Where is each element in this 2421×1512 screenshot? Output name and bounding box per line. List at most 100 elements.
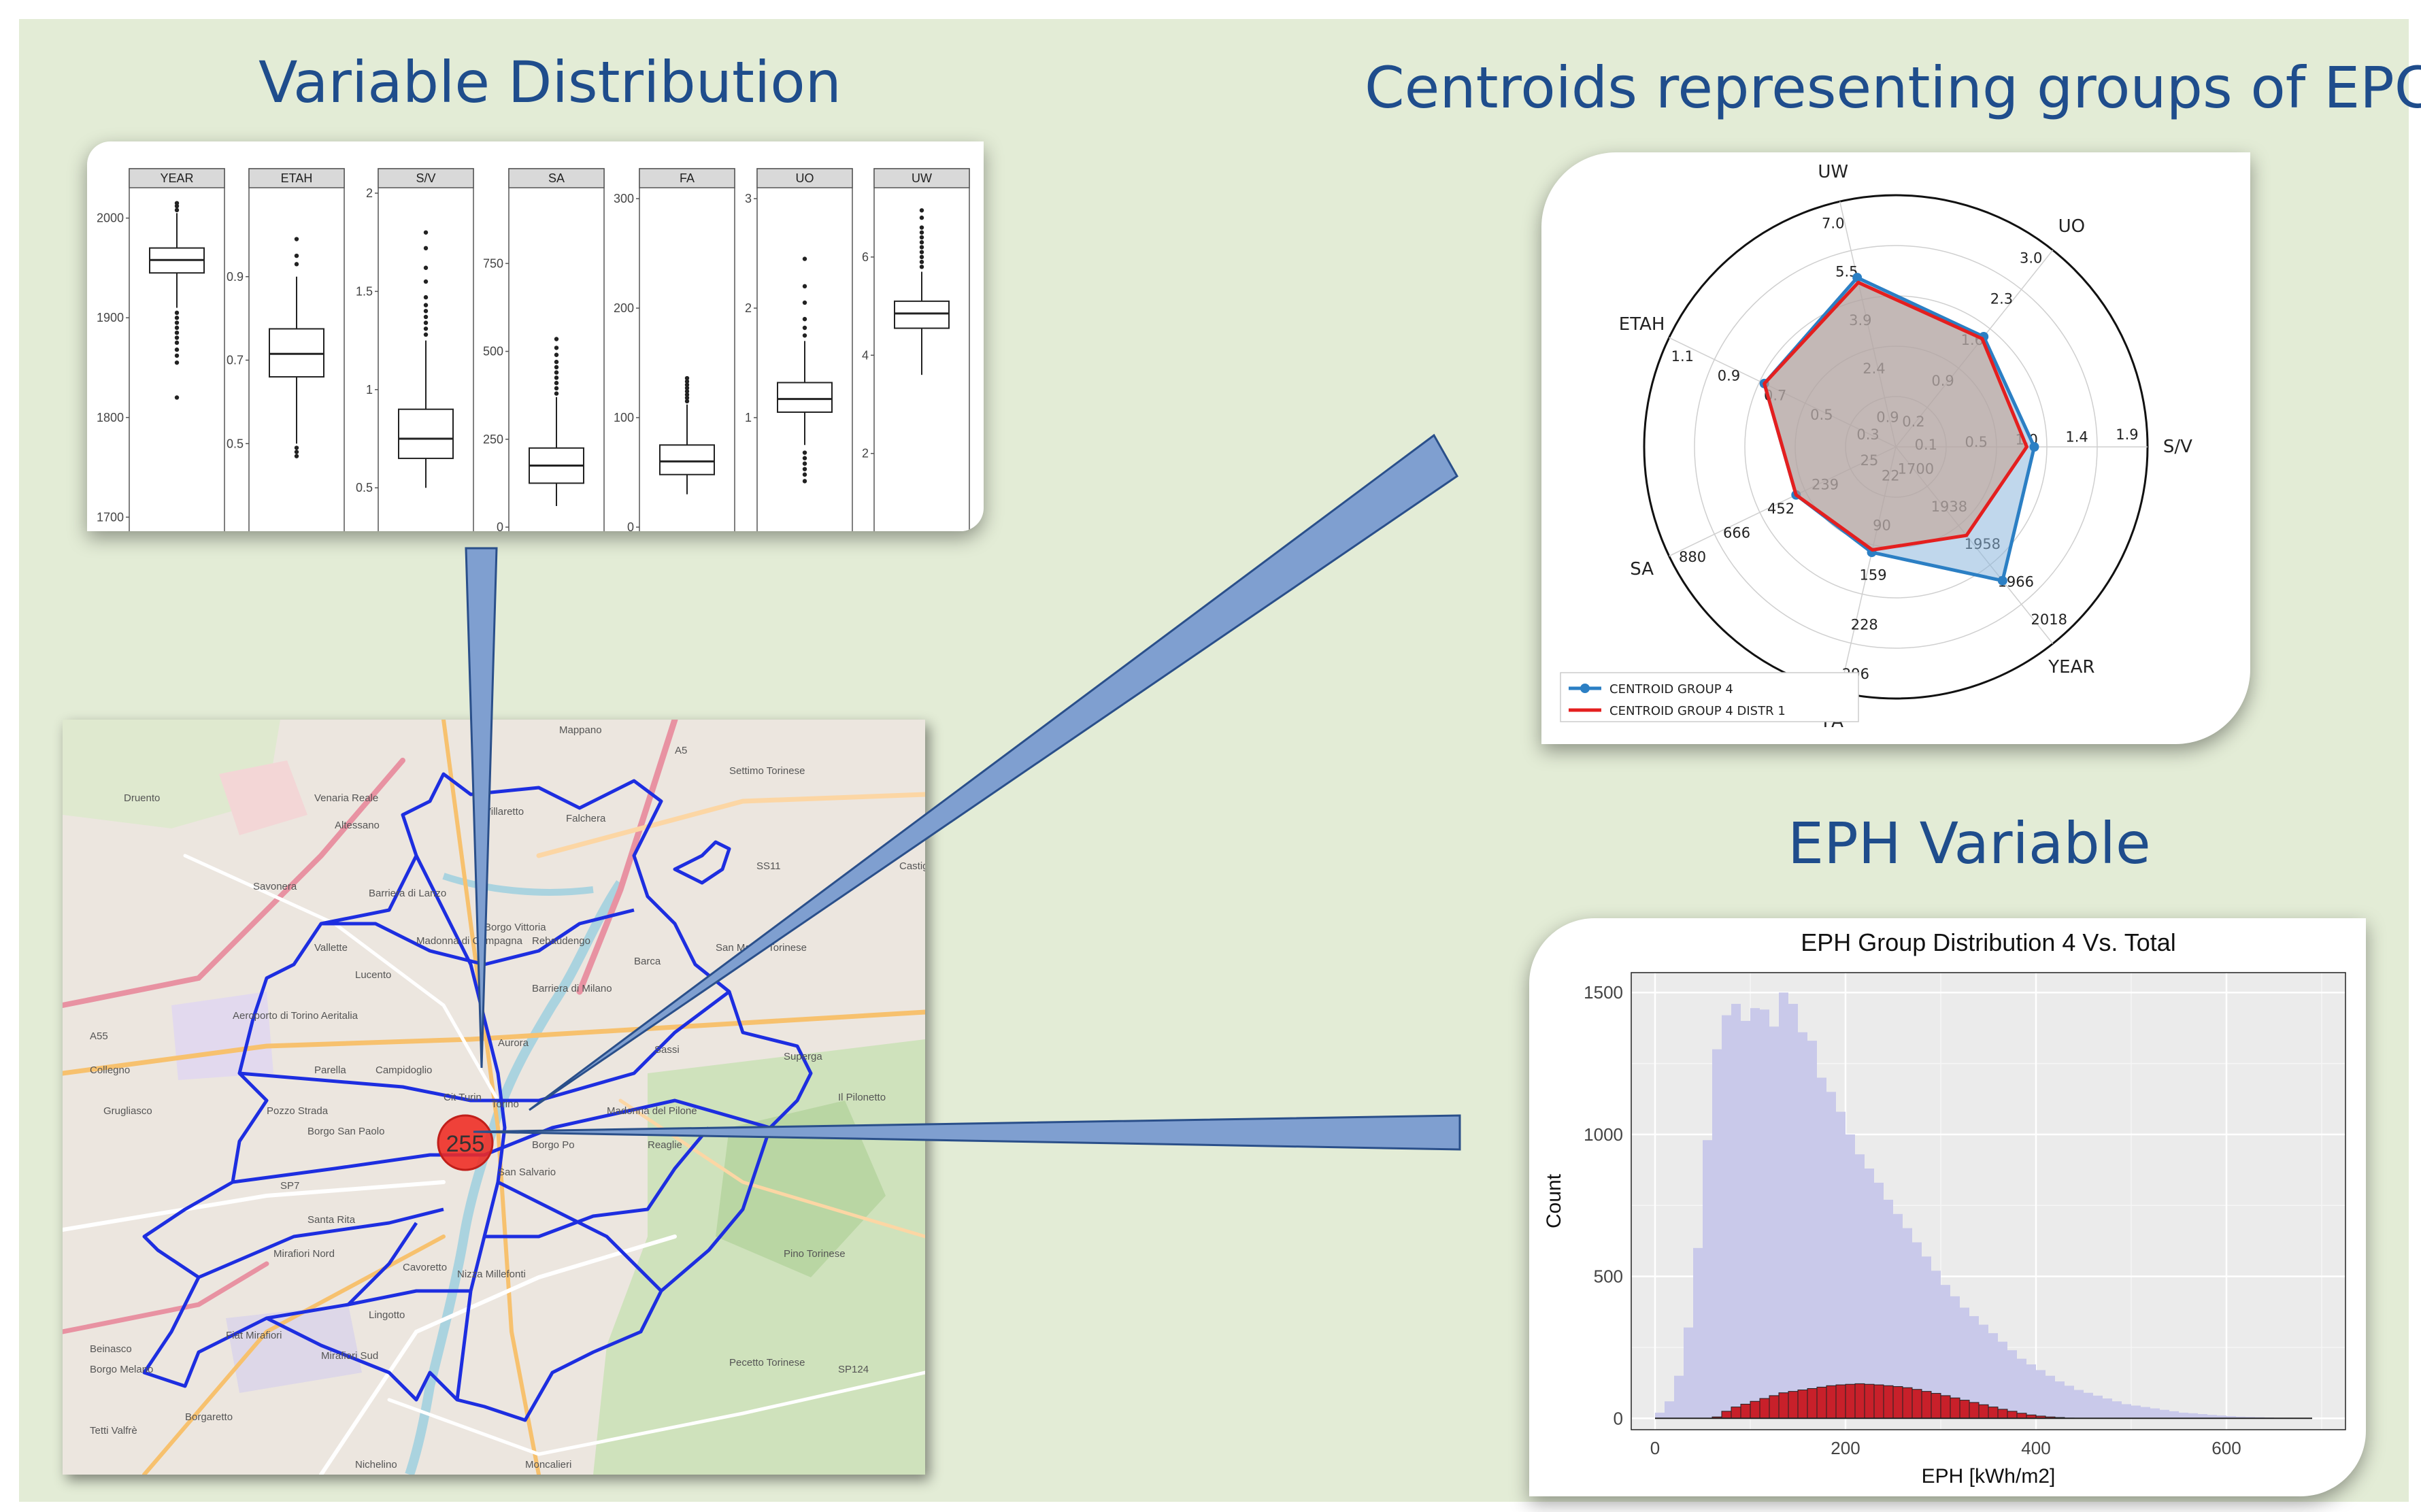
y-tick-label: 0: [1614, 1408, 1623, 1428]
beam-to-radar: [529, 433, 1458, 1111]
outlier-point: [554, 391, 559, 396]
total-bar: [1922, 1256, 1931, 1419]
total-bar: [2131, 1405, 2141, 1419]
cluster-marker[interactable]: [437, 1114, 494, 1171]
outlier-point: [684, 395, 690, 401]
map-place-labels: Mappano Settimo Torinese Venaria Reale Drue…: [90, 724, 925, 1471]
outlier-point: [554, 359, 559, 365]
outlier-point: [802, 456, 807, 460]
x-tick-label: 0: [1650, 1438, 1660, 1458]
outlier-point: [174, 330, 180, 335]
radar-tick-label: 0.9: [1718, 368, 1740, 384]
total-bar: [1903, 1228, 1912, 1419]
centroids-title: Centroids representing groups of EPCs: [1365, 54, 2421, 121]
outlier-point: [554, 370, 559, 375]
boxplot-panel: YEAR 1700 1800 1900 2000: [97, 168, 225, 531]
map-place-label: Madonna del Pilone: [607, 1105, 697, 1117]
y-tick-label: 0.5: [356, 481, 373, 494]
total-bar: [1950, 1296, 1960, 1419]
outlier-point: [174, 360, 180, 365]
outlier-point: [802, 467, 807, 471]
total-bar: [1988, 1333, 1998, 1419]
total-bar: [2007, 1350, 2017, 1419]
map-place-label: A5: [675, 745, 687, 756]
panel-strip-label: ETAH: [281, 171, 313, 185]
panel-strip-label: UW: [912, 171, 932, 185]
map-place-label: Pecetto Torinese: [729, 1357, 805, 1368]
radar-tick-label: 1.9: [2116, 426, 2138, 443]
outlier-point: [684, 399, 690, 404]
map-place-label: Borgo San Paolo: [307, 1126, 384, 1137]
total-bar: [1979, 1324, 1988, 1419]
panel-strip: [129, 168, 225, 188]
centroid-point: [1997, 575, 2007, 586]
radar-axis-label: YEAR: [2048, 657, 2094, 677]
total-bar: [1884, 1199, 1893, 1419]
total-bar: [1865, 1169, 1874, 1419]
map-canvas[interactable]: Mappano Settimo Torinese Venaria Reale Drue…: [63, 720, 925, 1475]
radar-chart: 0.10.51.01.41.9S/V0.20.91.62.33.0UO0.92.…: [1560, 162, 2192, 732]
map-place-label: Collegno: [90, 1064, 130, 1076]
radar-tick-label: 1.4: [2065, 429, 2088, 446]
total-bar: [2084, 1392, 2093, 1419]
map-place-label: Torino: [491, 1098, 519, 1110]
y-tick-label: 1700: [97, 510, 124, 524]
outlier-point: [294, 262, 299, 267]
outlier-point: [684, 382, 690, 387]
centroid-point: [1852, 273, 1863, 283]
outlier-point: [919, 215, 924, 220]
outlier-point: [294, 237, 299, 241]
outlier-point: [919, 250, 924, 254]
outlier-point: [802, 333, 807, 338]
map-place-label: Grugliasco: [103, 1105, 152, 1117]
outlier-point: [802, 450, 807, 455]
outlier-point: [174, 347, 180, 352]
torino-map[interactable]: Mappano Settimo Torinese Venaria Reale Drue…: [63, 720, 925, 1475]
total-bar: [1969, 1316, 1979, 1419]
outlier-point: [174, 340, 180, 346]
total-bar: [2026, 1364, 2036, 1419]
map-place-label: Mirafiori Sud: [321, 1350, 378, 1362]
boxplot-panel: SA 0 250 500 750: [483, 168, 605, 531]
y-tick-label: 500: [483, 345, 503, 358]
outlier-point: [174, 316, 180, 320]
total-bar: [2055, 1381, 2065, 1419]
outlier-point: [423, 246, 429, 251]
total-bar: [2150, 1408, 2160, 1419]
y-tick-label: 2: [862, 447, 869, 460]
total-bar: [1931, 1271, 1941, 1419]
outlier-point: [423, 230, 429, 235]
outlier-point: [802, 461, 807, 466]
map-place-label: Cavoretto: [403, 1262, 447, 1273]
y-tick-label: 300: [614, 192, 634, 205]
outlier-point: [174, 207, 180, 213]
boxplot-card: YEAR 1700 1800 1900 2000 ETAH 0.5 0.7 0.9 S/V 0.5 1…: [87, 141, 984, 531]
panel-strip: [873, 168, 970, 188]
panel-strip: [508, 168, 605, 188]
x-tick-label: 200: [1831, 1438, 1860, 1458]
map-place-label: Mappano: [559, 724, 602, 736]
total-bar: [1836, 1111, 1846, 1419]
y-tick-label: 1800: [97, 411, 124, 424]
total-bar: [1741, 1020, 1750, 1419]
panel-strip: [248, 168, 345, 188]
iqr-box: [777, 382, 833, 413]
outlier-point: [802, 300, 807, 305]
panel-strip: [639, 168, 735, 188]
outlier-point: [919, 254, 924, 260]
map-place-label: Santa Rita: [307, 1214, 356, 1226]
x-tick-label: 400: [2021, 1438, 2050, 1458]
radar-tick-label: 452: [1767, 501, 1794, 517]
plot-border: [1631, 972, 2346, 1430]
outlier-point: [294, 454, 299, 458]
map-place-label: Fiat Mirafiori: [226, 1330, 282, 1341]
map-place-label: Lucento: [355, 969, 391, 981]
outlier-point: [554, 375, 559, 380]
outlier-point: [423, 314, 429, 320]
radar-tick-label: 2018: [2031, 611, 2067, 628]
outlier-point: [423, 332, 429, 337]
map-place-label: Borgo Po: [532, 1139, 575, 1151]
outlier-point: [919, 265, 924, 269]
outlier-point: [919, 240, 924, 245]
industrial-area: [226, 1305, 362, 1393]
